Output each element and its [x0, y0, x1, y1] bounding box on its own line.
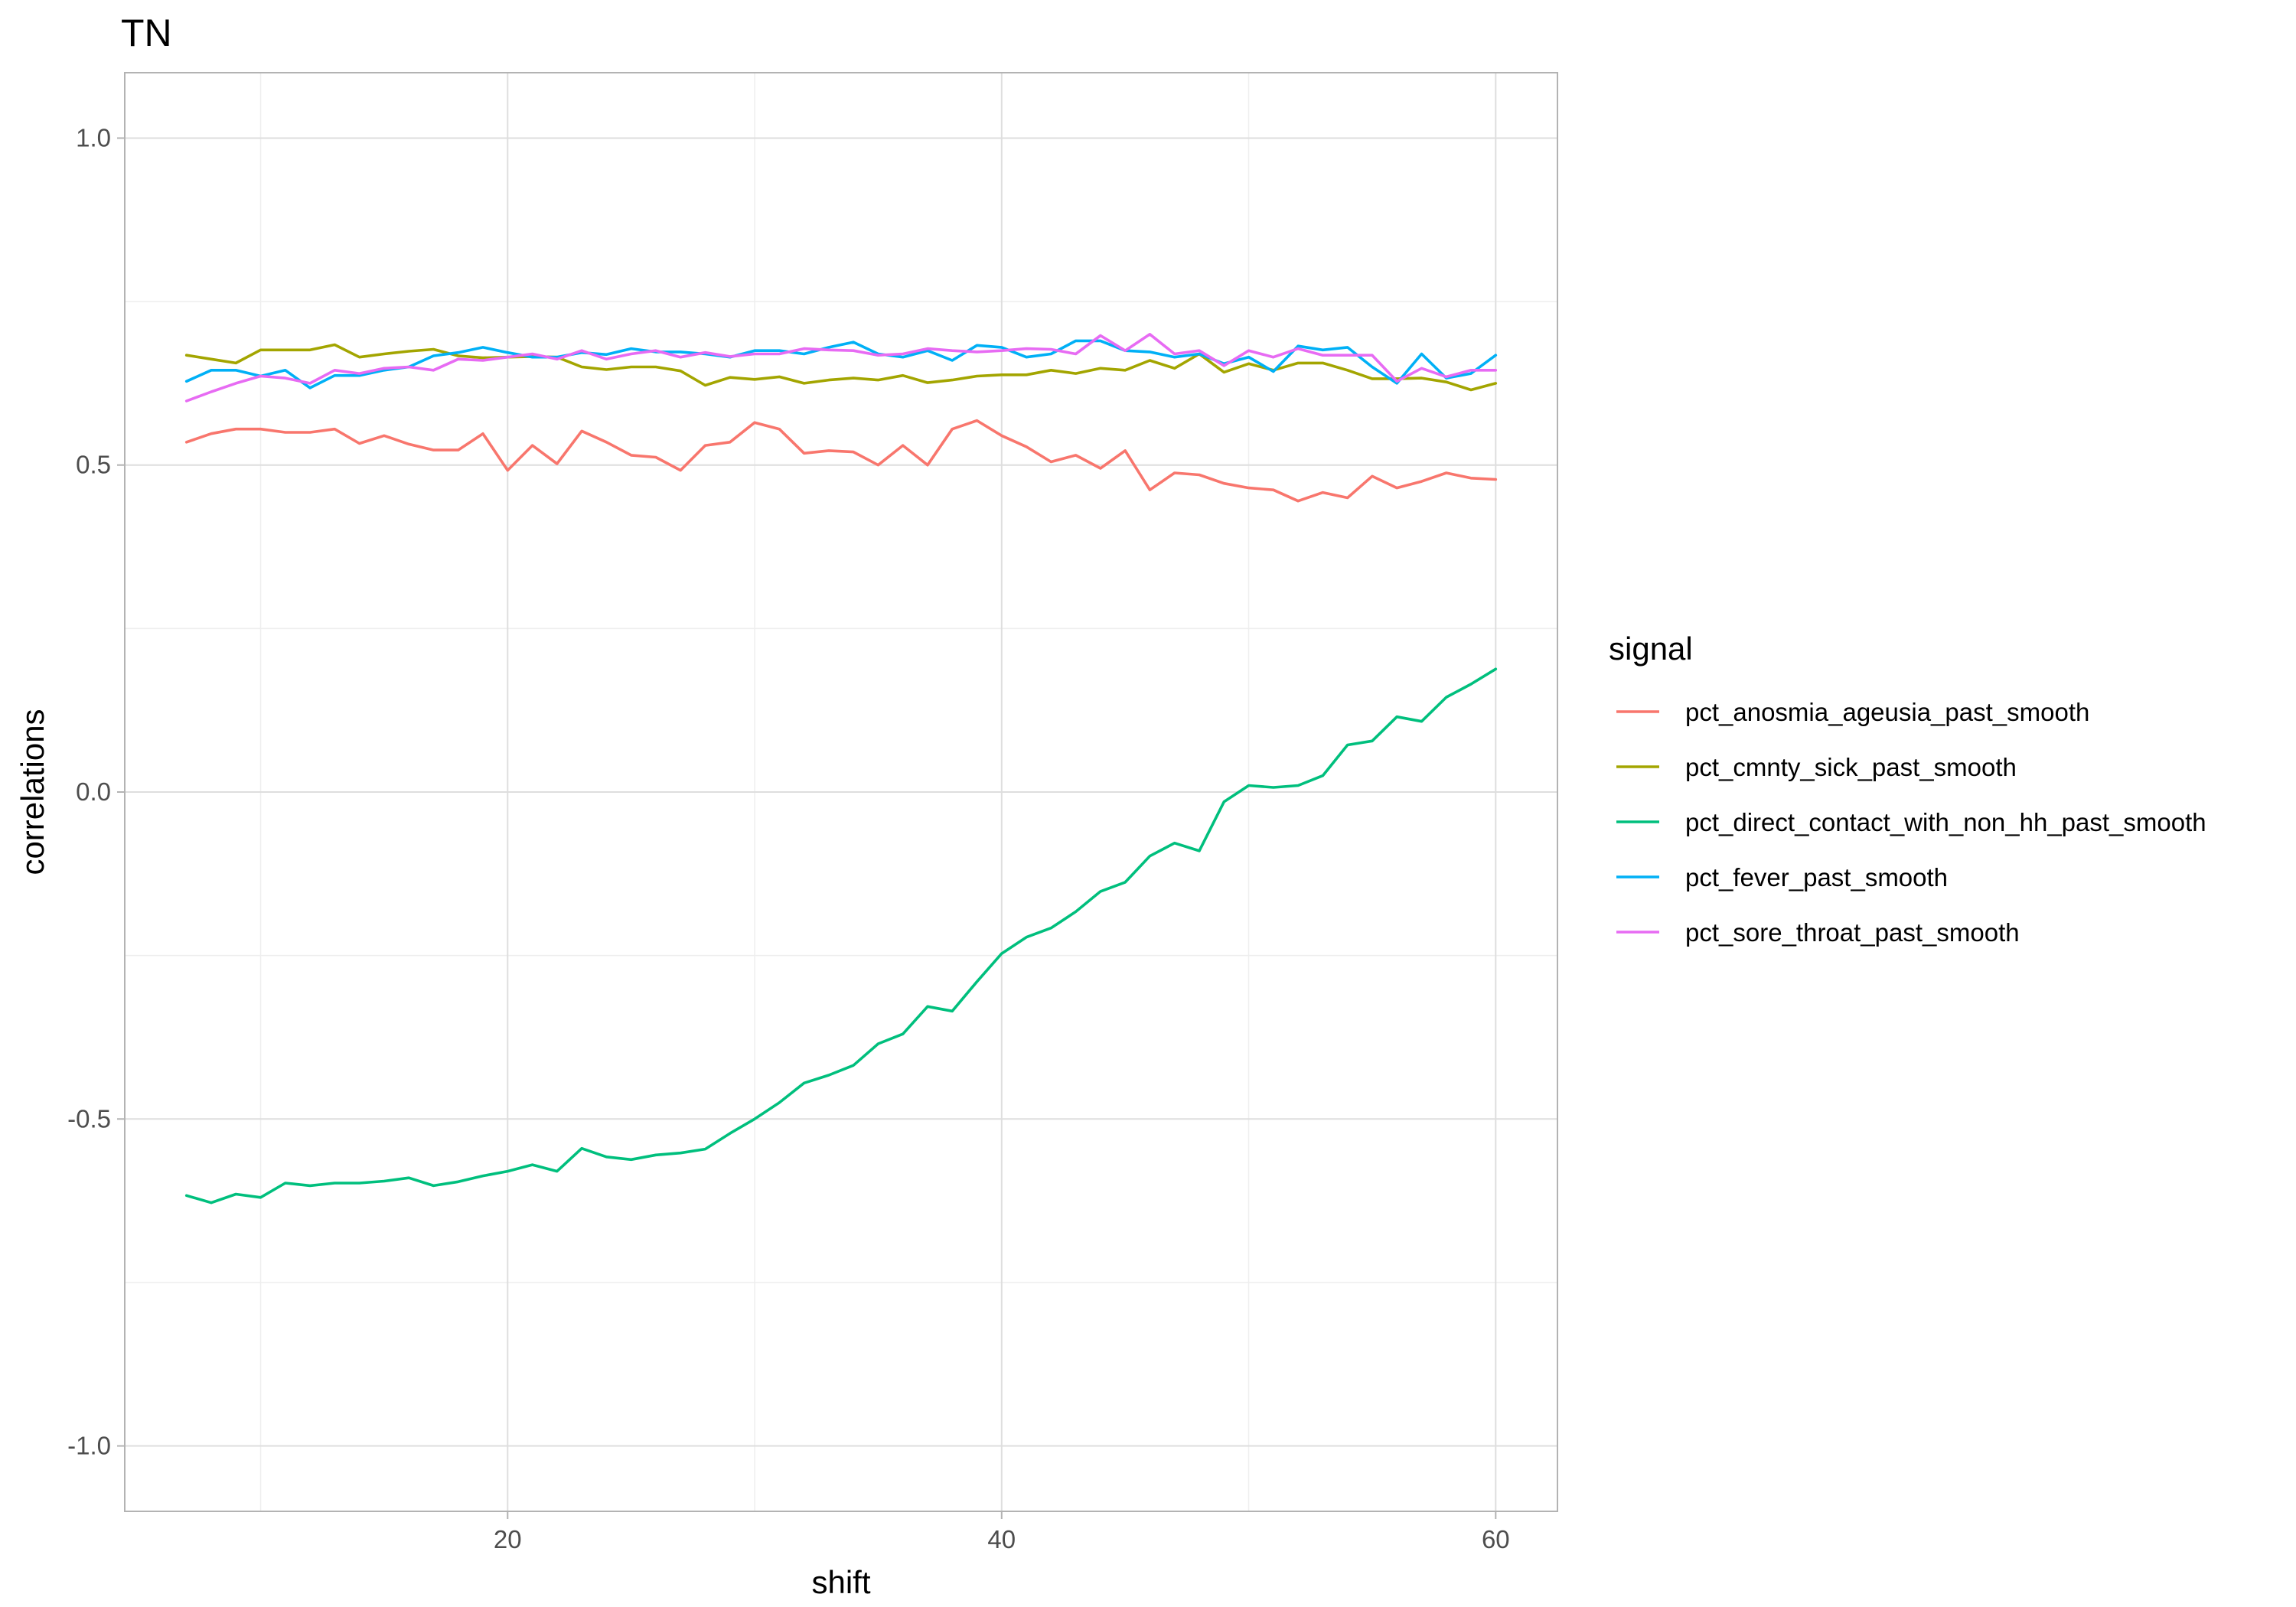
x-tick-label: 40	[987, 1525, 1016, 1553]
legend-items: pct_anosmia_ageusia_past_smooth pct_cmnty…	[1616, 698, 2206, 947]
axis-ticks: 20 40 60 -1.0 -0.5 0.0 0.5 1.0	[67, 123, 1510, 1553]
y-tick-label: 0.0	[76, 777, 111, 806]
legend-label: pct_direct_contact_with_non_hh_past_smoo…	[1685, 808, 2206, 836]
legend: signal pct_anosmia_ageusia_past_smoothpc…	[1609, 631, 2206, 947]
x-tick-label: 60	[1482, 1525, 1510, 1553]
legend-label: pct_cmnty_sick_past_smooth	[1685, 753, 2017, 781]
x-tick-label: 20	[494, 1525, 522, 1553]
legend-label: pct_fever_past_smooth	[1685, 863, 1948, 892]
series-line-pct_direct_contact_with_non_hh_past_smooth	[184, 667, 1498, 1204]
y-axis-title: correlations	[15, 709, 51, 875]
series-line-pct_sore_throat_past_smooth	[184, 332, 1498, 403]
series-layer	[184, 332, 1498, 1204]
legend-label: pct_sore_throat_past_smooth	[1685, 918, 2020, 947]
chart-title: TN	[121, 11, 172, 54]
grid	[125, 73, 1557, 1511]
legend-label: pct_anosmia_ageusia_past_smooth	[1685, 698, 2089, 726]
y-tick-label: 0.5	[76, 451, 111, 479]
y-tick-label: -0.5	[67, 1104, 111, 1133]
series-line-pct_anosmia_ageusia_past_smooth	[184, 419, 1498, 503]
y-tick-label: 1.0	[76, 123, 111, 152]
y-tick-label: -1.0	[67, 1432, 111, 1460]
legend-title: signal	[1609, 631, 1693, 667]
x-axis-title: shift	[811, 1564, 870, 1600]
